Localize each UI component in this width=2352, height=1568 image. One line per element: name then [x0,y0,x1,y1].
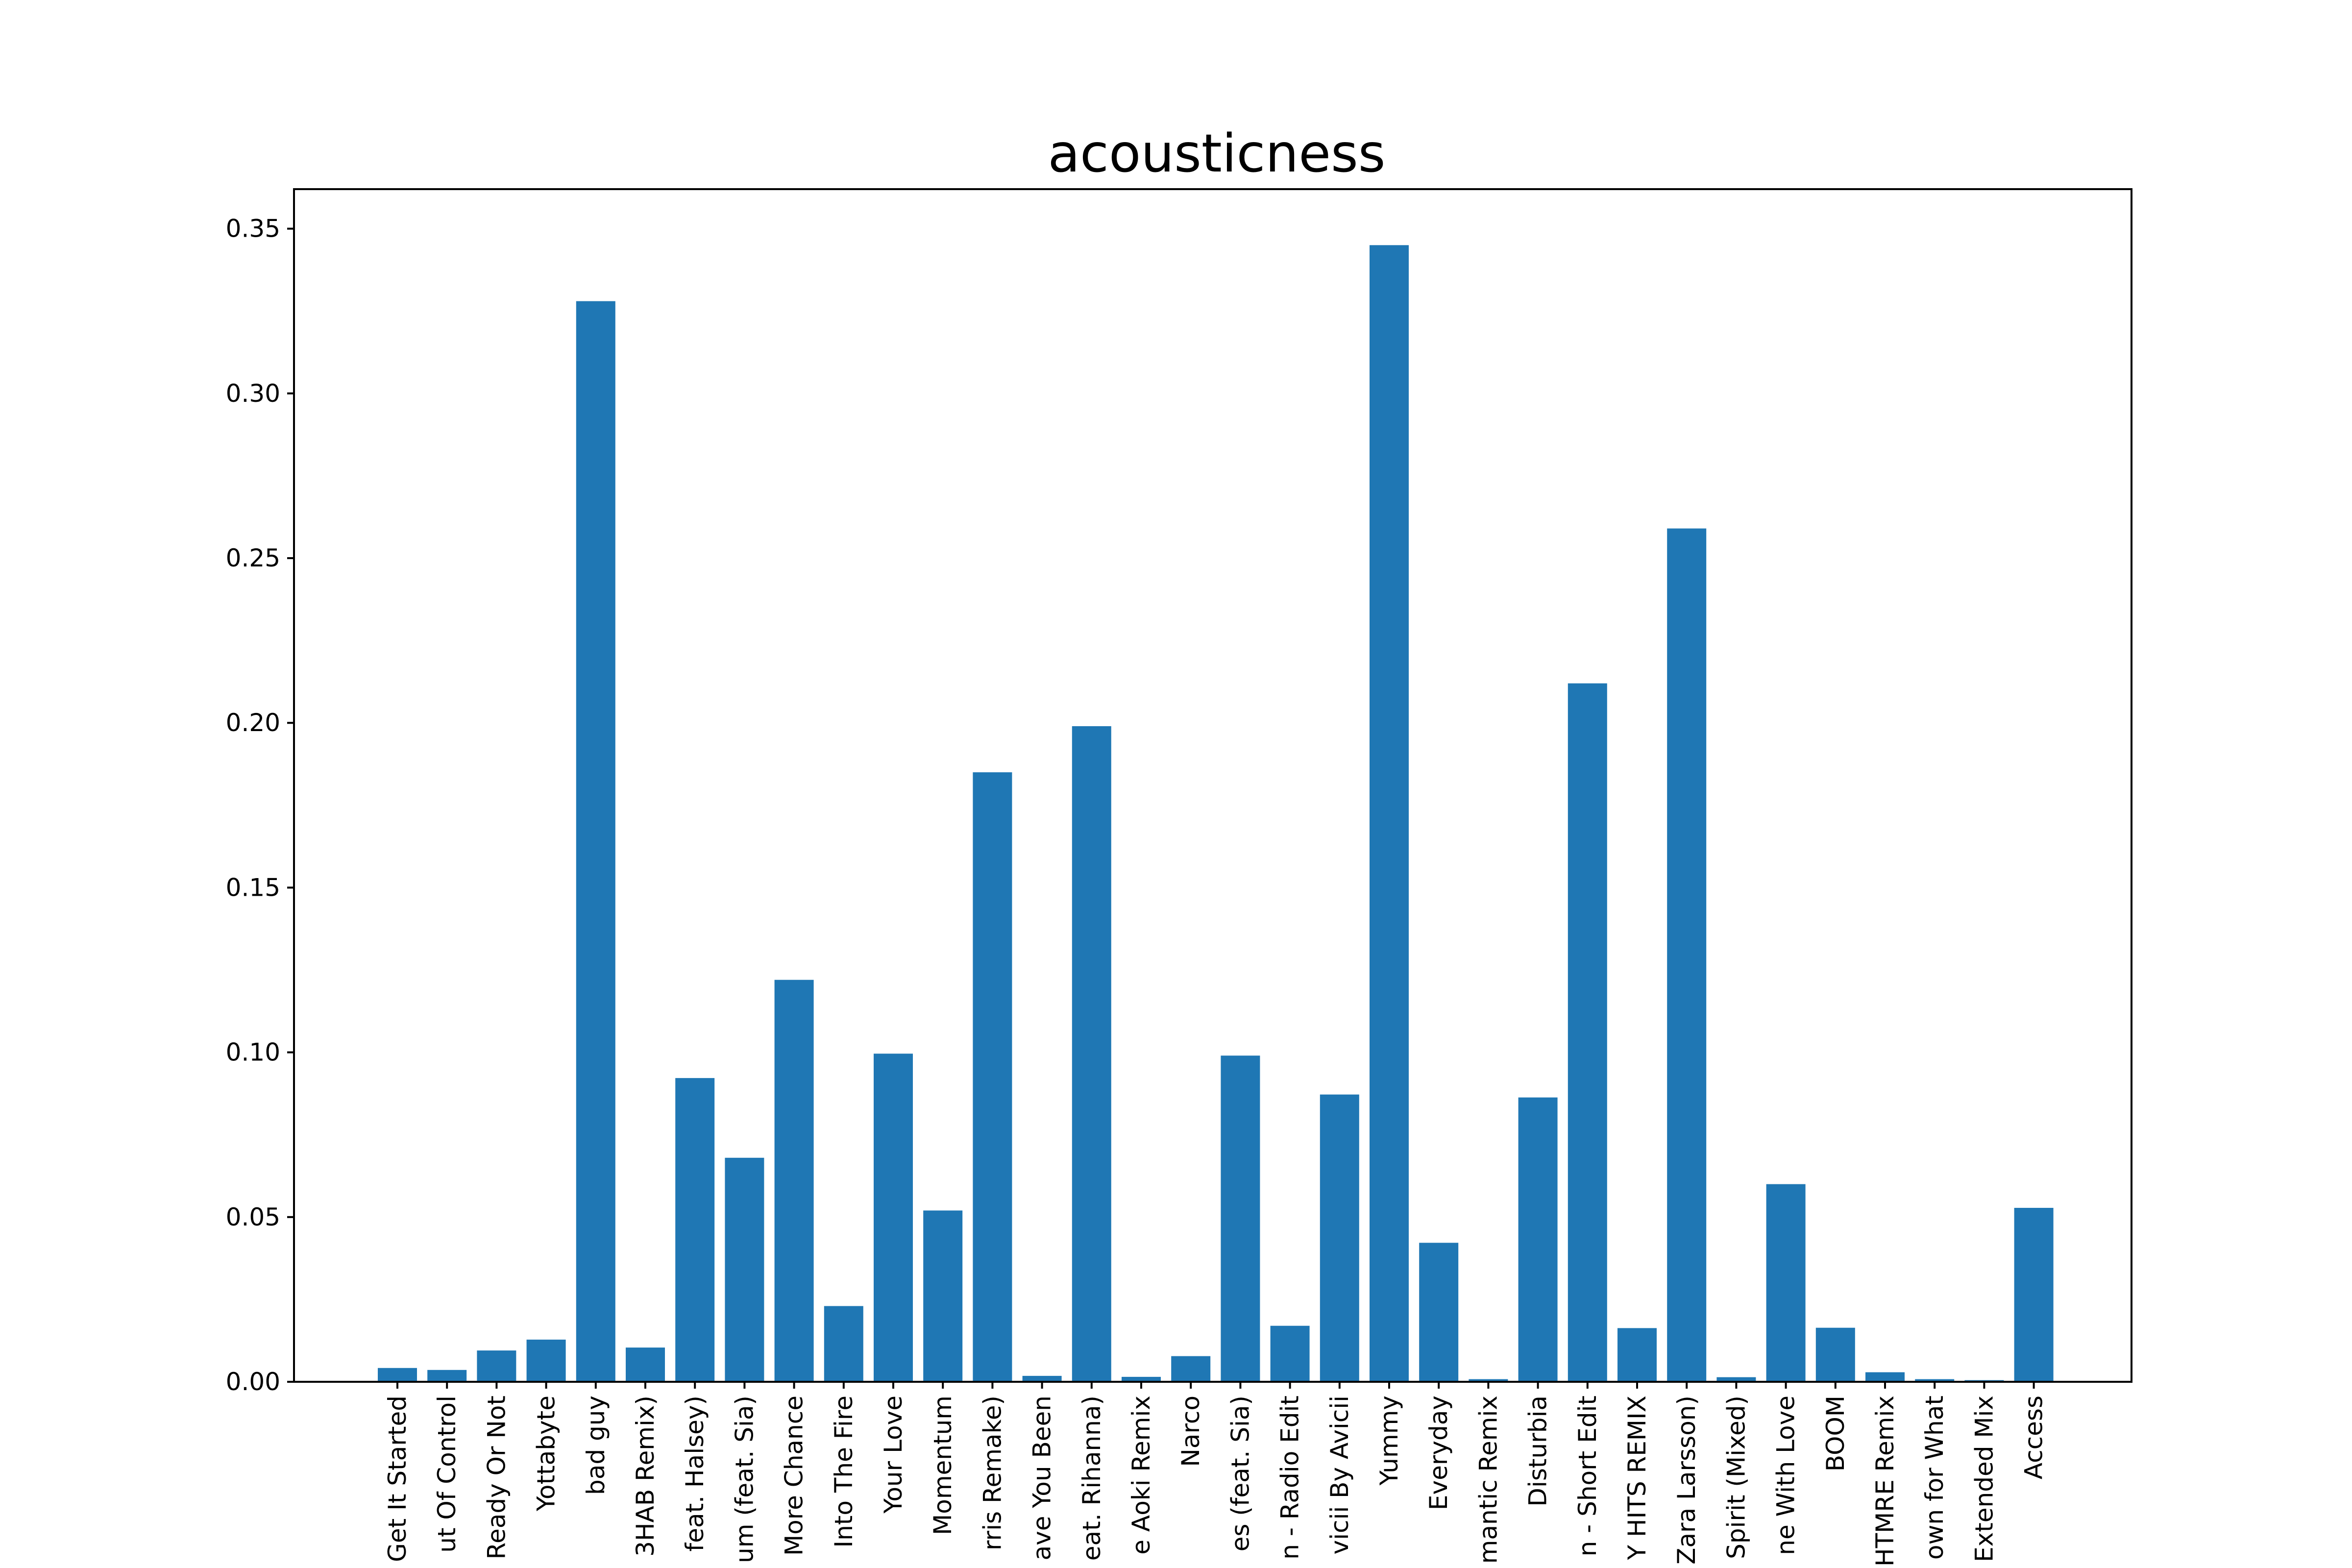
x-tick-label: Everyday [1424,1396,1453,1510]
y-tick-label: 0.20 [226,709,280,737]
bar [1320,1094,1359,1382]
x-tick-label: Momentum [929,1396,957,1535]
y-tick-label: 0.35 [226,215,280,243]
bar [824,1306,863,1382]
bar [1915,1379,1955,1382]
bar [1568,683,1607,1382]
bar [874,1054,913,1382]
chart-title: acousticness [1048,123,1385,184]
x-tick-label: HTMRE Remix [1871,1396,1899,1567]
x-tick-label: n - Short Edit [1573,1396,1602,1556]
bar [626,1348,665,1382]
bar [1122,1376,1161,1382]
x-tick-label: n - Radio Edit [1276,1396,1304,1560]
plot-frame [293,188,2132,1383]
x-tick-label: 3HAB Remix) [631,1396,660,1557]
bar [1617,1328,1657,1382]
bar [675,1078,715,1382]
x-tick-label: ave You Been [1028,1396,1056,1560]
x-tick-label: Get It Started [383,1396,412,1562]
x-tick-label: mantic Remix [1474,1396,1502,1564]
bar [1171,1356,1211,1382]
bar [1716,1377,1756,1382]
x-tick-label: es (feat. Sia) [1226,1396,1254,1551]
y-tick-label: 0.25 [226,544,280,572]
bar [526,1339,566,1382]
bar [1815,1327,1855,1382]
x-tick-label: own for What [1920,1396,1949,1560]
x-tick-label: Spirit (Mixed) [1722,1396,1750,1559]
bar [1766,1184,1806,1382]
bar [774,980,814,1382]
x-tick-label: Into The Fire [830,1396,858,1548]
x-tick-label: ut Of Control [433,1396,461,1553]
bar [1370,245,1409,1382]
x-tick-label: vicii By Avicii [1325,1396,1354,1554]
x-axis-ticks: Get It Started ut Of Control Ready Or Not Y… [383,1382,2048,1567]
x-tick-label: ne With Love [1772,1396,1800,1555]
x-tick-label: More Chance [780,1396,808,1556]
x-tick-label: Narco [1176,1396,1205,1467]
bar [1072,726,1111,1382]
y-tick-label: 0.10 [226,1038,280,1067]
bar [973,772,1012,1382]
bar [1221,1055,1260,1382]
bar [1667,528,1707,1382]
x-tick-label: Disturbia [1524,1396,1552,1507]
x-tick-label: Ready Or Not [482,1396,511,1560]
y-tick-label: 0.30 [226,379,280,408]
bar [1469,1379,1508,1382]
bar [923,1210,963,1382]
x-tick-label: Extended Mix [1970,1396,1998,1562]
bar [378,1368,417,1382]
bar [1419,1243,1459,1382]
y-tick-label: 0.00 [226,1368,280,1396]
x-tick-label: rris Remake) [978,1396,1006,1550]
x-tick-label: Zara Larsson) [1672,1396,1701,1565]
bar [1865,1372,1905,1382]
x-tick-label: Yummy [1375,1396,1403,1486]
x-tick-label: Access [2020,1396,2048,1479]
x-tick-label: Yottabyte [532,1396,561,1512]
bar [427,1370,467,1382]
bar [1270,1325,1310,1382]
bar [725,1157,764,1382]
x-tick-label: e Aoki Remix [1127,1396,1155,1555]
x-tick-label: Your Love [879,1396,907,1514]
x-tick-label: Y HITS REMIX [1623,1396,1651,1560]
bar [1518,1097,1558,1382]
x-tick-label: BOOM [1821,1396,1850,1471]
x-tick-label: bad guy [582,1396,610,1495]
bar [576,301,615,1382]
bar [477,1350,516,1382]
x-tick-label: feat. Halsey) [681,1396,709,1551]
bars-group [378,245,2054,1382]
x-tick-label: um (feat. Sia) [730,1396,759,1563]
y-tick-label: 0.05 [226,1203,280,1231]
x-tick-label: eat. Rihanna) [1078,1396,1106,1561]
y-axis-ticks: 0.00 0.05 0.10 0.15 0.20 0.25 0.30 0.35 [226,215,294,1396]
y-tick-label: 0.15 [226,873,280,902]
bar [2014,1208,2054,1382]
bar [1022,1375,1062,1382]
